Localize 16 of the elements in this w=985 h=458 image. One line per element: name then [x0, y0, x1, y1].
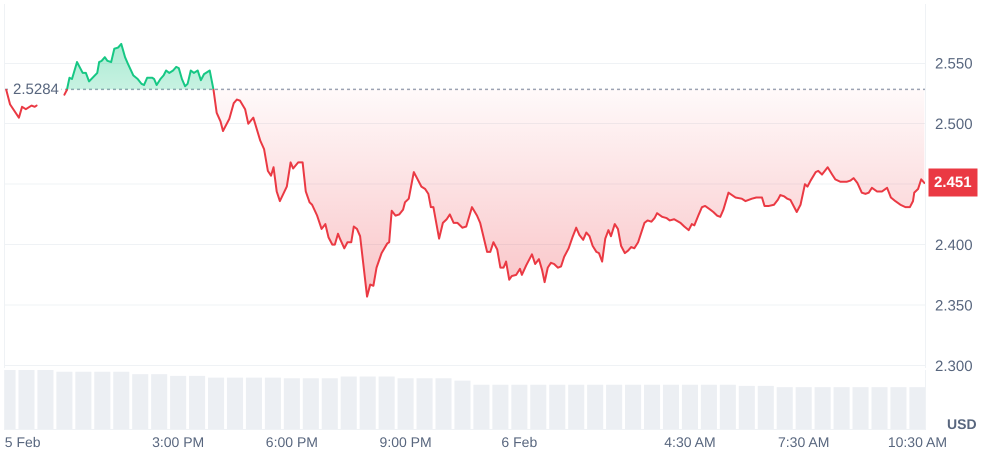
y-tick-label: 2.350 [935, 297, 973, 314]
ref-line-label: 2.5284 [13, 81, 59, 98]
y-axis-title: USD [947, 416, 977, 432]
y-tick-label: 2.400 [935, 236, 973, 254]
x-tick-label: 9:00 PM [380, 434, 432, 450]
y-tick-label: 2.550 [935, 56, 973, 73]
x-tick-label: 5 Feb [4, 434, 41, 450]
x-tick-label: 10:30 AM [888, 434, 947, 450]
x-tick-label: 3:00 PM [152, 434, 204, 450]
x-tick-label: 6 Feb [501, 434, 538, 450]
y-tick-label: 2.500 [935, 116, 973, 133]
annotation: 2.451 [934, 174, 972, 191]
x-tick-label: 4:30 AM [664, 434, 716, 450]
x-tick-label: 6:00 PM [266, 434, 318, 450]
x-tick-label: 7:30 AM [778, 434, 830, 450]
y-tick-label: 2.300 [935, 358, 973, 375]
